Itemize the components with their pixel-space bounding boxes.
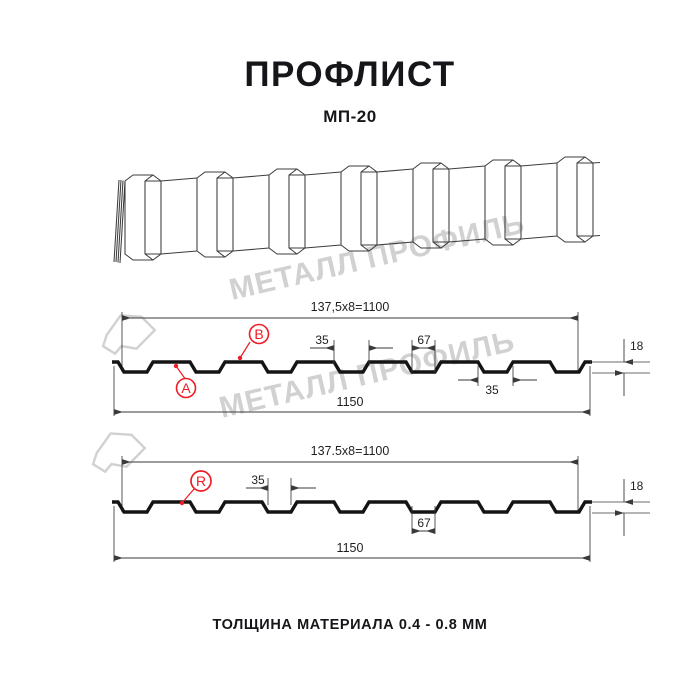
callout-r-leader — [179, 488, 195, 506]
section1-rib-bottom-label: 35 — [485, 383, 499, 397]
section1-overall-ext — [113, 366, 591, 416]
watermark-logo-top: МЕТАЛЛ ПРОФИЛЬ — [101, 207, 528, 356]
section2-top-span-label: 137.5x8=1100 — [311, 444, 390, 458]
watermark-logo-mid: МЕТАЛЛ ПРОФИЛЬ — [91, 325, 518, 474]
callout-r: R — [179, 470, 212, 506]
section1-overall-label: 1150 — [337, 395, 364, 409]
section2-rib-label: 35 — [251, 473, 265, 487]
callout-r-label: R — [196, 473, 206, 489]
section1-rib-top-label: 35 — [315, 333, 329, 347]
section2-profile-outline — [112, 500, 592, 514]
section1-height-ext — [590, 361, 650, 374]
section2-rib35-ext — [267, 478, 292, 505]
section1-height-label: 18 — [630, 339, 644, 353]
watermark-logo-icon-2 — [91, 432, 147, 474]
callout-b-label: B — [254, 326, 263, 342]
material-thickness-note: ТОЛЩИНА МАТЕРИАЛА 0.4 - 0.8 ММ — [212, 617, 488, 633]
section-a-b: 137,5x8=1100 35 67 — [112, 300, 650, 416]
section-r: 137.5x8=1100 35 67 — [112, 444, 650, 562]
title-block: ПРОФЛИСТ МП-20 — [0, 55, 700, 127]
section2-trough-label: 67 — [417, 516, 431, 530]
section2-overall-label: 1150 — [337, 541, 364, 555]
callout-b-leader — [237, 341, 251, 361]
section2-overall-ext — [113, 506, 591, 562]
section1-top-span-label: 137,5x8=1100 — [311, 300, 390, 314]
product-model: МП-20 — [323, 107, 377, 126]
callout-a-leader — [173, 363, 187, 381]
section1-trough-label: 67 — [417, 333, 431, 347]
watermark-logo-icon — [101, 314, 157, 356]
section2-height-label: 18 — [630, 479, 644, 493]
callout-a-circle — [175, 377, 197, 399]
section1-rib35-ext — [333, 340, 370, 364]
callout-b-circle — [248, 323, 270, 345]
callout-a-label: A — [181, 380, 191, 396]
callout-a: A — [173, 363, 197, 399]
section2-extension-lines — [121, 456, 579, 512]
section1-extension-lines — [121, 312, 579, 372]
section2-height-ext — [590, 501, 650, 514]
page-title: ПРОФЛИСТ — [244, 55, 456, 94]
callout-r-circle-outer — [190, 470, 212, 492]
section1-profile-outline — [112, 360, 592, 374]
callout-b: B — [237, 323, 270, 361]
profiled-sheet-3d-view — [113, 156, 601, 264]
